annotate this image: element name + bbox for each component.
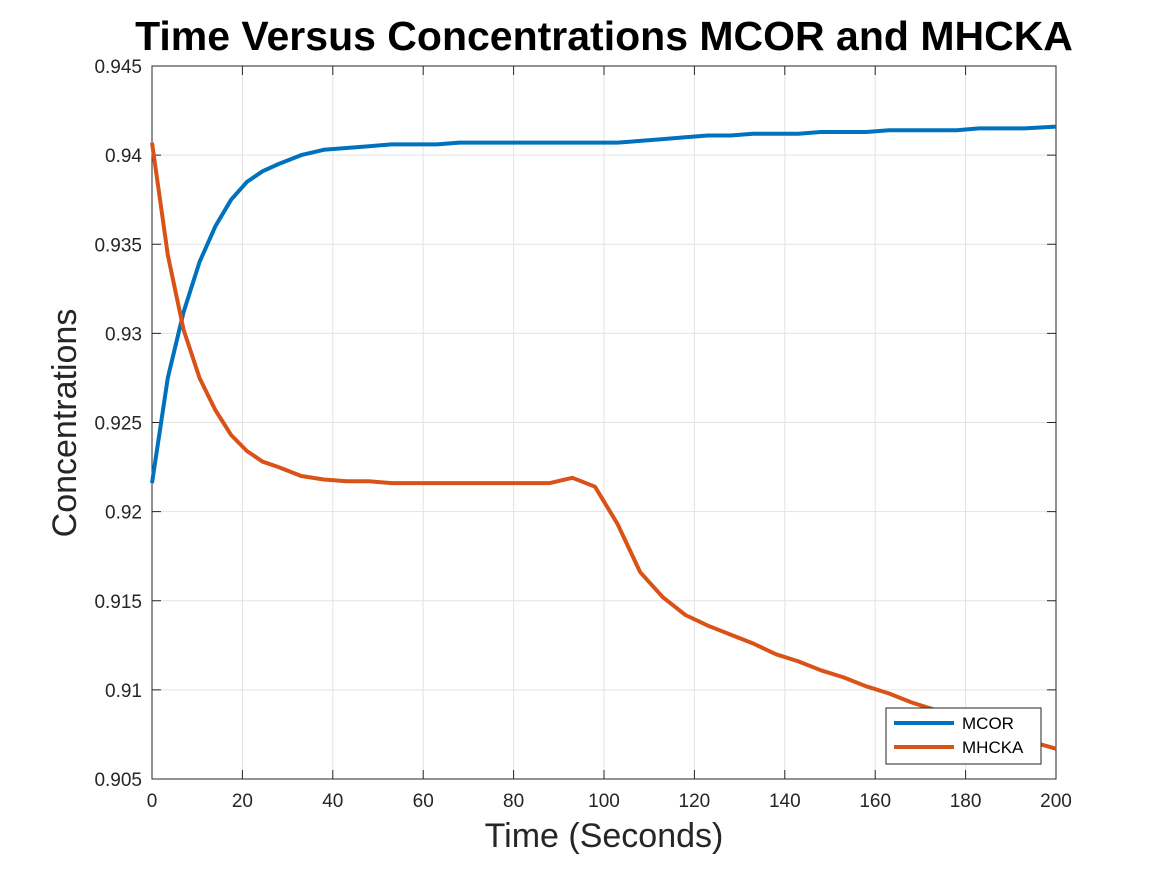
series-line-mhcka xyxy=(150,142,1057,751)
y-tick-label: 0.94 xyxy=(105,146,142,167)
y-tick-label: 0.93 xyxy=(105,324,142,345)
x-tick-label: 20 xyxy=(232,791,253,812)
x-tick-label: 140 xyxy=(769,791,801,812)
x-tick-label: 200 xyxy=(1040,791,1072,812)
y-tick-label: 0.925 xyxy=(94,414,142,435)
legend: MCOR MHCKA xyxy=(885,707,1042,765)
y-tick-label: 0.91 xyxy=(105,681,142,702)
x-tick-label: 120 xyxy=(679,791,711,812)
legend-label: MCOR xyxy=(962,714,1014,733)
x-tick-label: 0 xyxy=(147,791,158,812)
y-tick-label: 0.915 xyxy=(94,592,142,613)
y-axis-label: Concentrations xyxy=(46,309,84,538)
y-tick-label: 0.905 xyxy=(94,770,142,791)
x-tick-label: 160 xyxy=(859,791,891,812)
legend-label: MHCKA xyxy=(962,738,1024,757)
x-tick-label: 180 xyxy=(950,791,982,812)
y-tick-label: 0.945 xyxy=(94,57,142,78)
x-tick-label: 40 xyxy=(322,791,343,812)
x-tick-label: 80 xyxy=(503,791,524,812)
y-tick-label: 0.935 xyxy=(94,235,142,256)
x-tick-label: 60 xyxy=(413,791,434,812)
x-tick-label: 100 xyxy=(588,791,620,812)
y-tick-label: 0.92 xyxy=(105,503,142,524)
series-lines xyxy=(150,124,1057,751)
x-axis-label: Time (Seconds) xyxy=(485,817,724,855)
chart-title: Time Versus Concentrations MCOR and MHCK… xyxy=(135,13,1073,59)
legend-box xyxy=(885,707,1042,765)
series-line-mcor xyxy=(150,124,1057,484)
axis-ticks: 0 20 40 60 80 100 120 140 160 180 200 0.905 0.91 0.91… xyxy=(94,57,1071,812)
